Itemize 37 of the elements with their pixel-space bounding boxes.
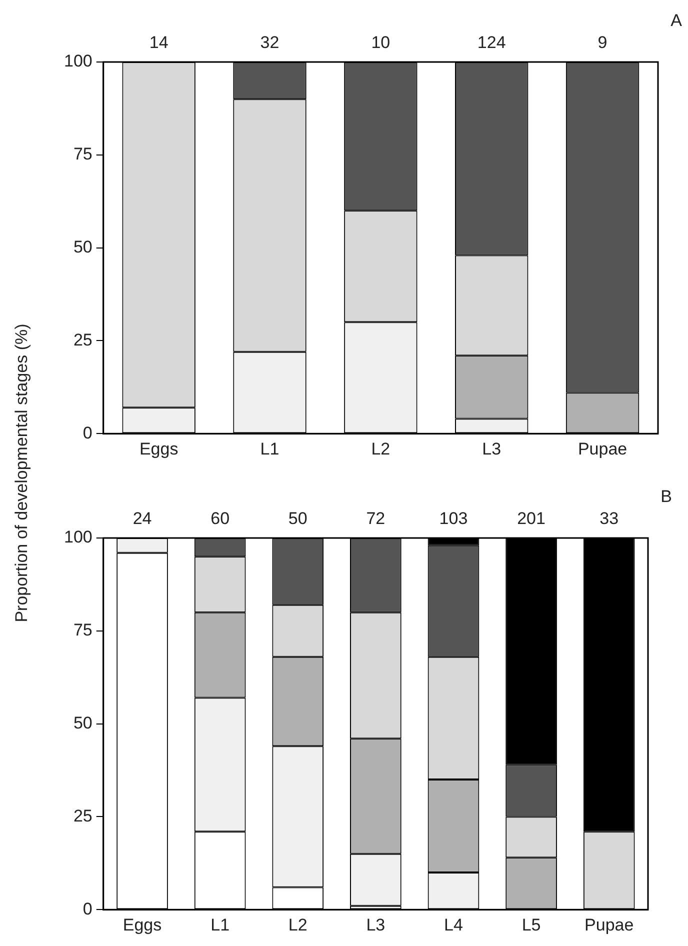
x-tick-label: L1	[260, 439, 280, 458]
x-tick-label: L3	[482, 439, 502, 458]
y-tick-label: 50	[73, 237, 92, 256]
y-tick-label: 50	[73, 713, 92, 732]
annotation: 32	[260, 33, 280, 52]
y-tick-label: 0	[82, 423, 92, 442]
x-tick-label: L2	[371, 439, 390, 458]
y-tick-label: 75	[73, 144, 92, 164]
text: B	[660, 487, 672, 506]
annotation: 124	[477, 33, 506, 52]
y-tick-label: 100	[64, 52, 92, 71]
y-tick-label: 25	[73, 330, 92, 350]
x-tick-label: L2	[288, 915, 308, 934]
annotation: 103	[439, 509, 468, 528]
annotation: 50	[288, 509, 308, 528]
x-tick-label: L3	[366, 915, 386, 934]
annotation: 201	[517, 509, 546, 528]
x-tick-label: Eggs	[139, 439, 178, 458]
y-tick-label: 75	[73, 620, 92, 640]
x-tick-label: Pupae	[584, 915, 634, 934]
y-axis-title: Proportion of developmental stages (%)	[12, 324, 32, 622]
text: A	[670, 11, 683, 30]
annotation: 9	[598, 33, 608, 52]
x-tick-label: L5	[522, 915, 541, 934]
y-tick-label: 0	[82, 899, 92, 918]
annotation: 14	[149, 33, 168, 52]
x-tick-label: L4	[444, 915, 463, 934]
y-tick-label: 100	[64, 528, 92, 547]
annotation: 24	[132, 509, 152, 528]
y-tick-label: 25	[73, 806, 92, 826]
annotation: 33	[600, 509, 619, 528]
x-tick-label: Eggs	[122, 915, 162, 934]
annotation: 72	[366, 509, 386, 528]
annotation: 10	[371, 33, 390, 52]
x-tick-label: Pupae	[578, 439, 628, 458]
x-tick-label: L1	[210, 915, 230, 934]
annotation: 60	[210, 509, 230, 528]
